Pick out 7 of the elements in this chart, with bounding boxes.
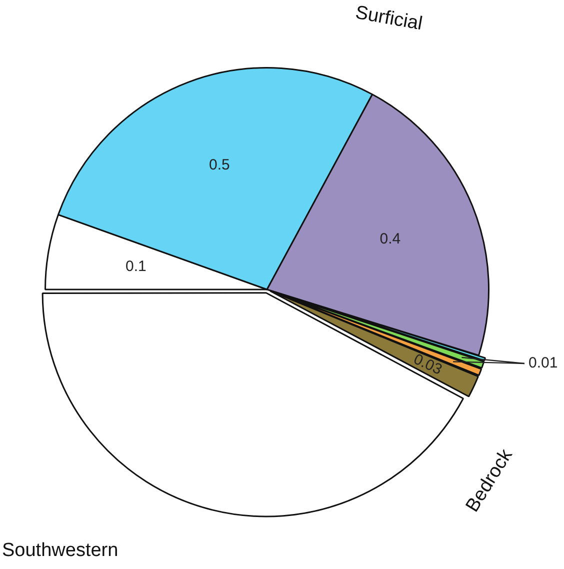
data-label: 0.03 bbox=[410, 350, 445, 378]
data-label: 0.1 bbox=[125, 258, 146, 275]
data-label: 0.01 bbox=[528, 354, 558, 372]
text: Southwestern bbox=[2, 540, 118, 562]
data-label: 0.4 bbox=[380, 230, 401, 248]
text: Surficial bbox=[354, 2, 424, 36]
data-label: 0.5 bbox=[208, 156, 230, 174]
